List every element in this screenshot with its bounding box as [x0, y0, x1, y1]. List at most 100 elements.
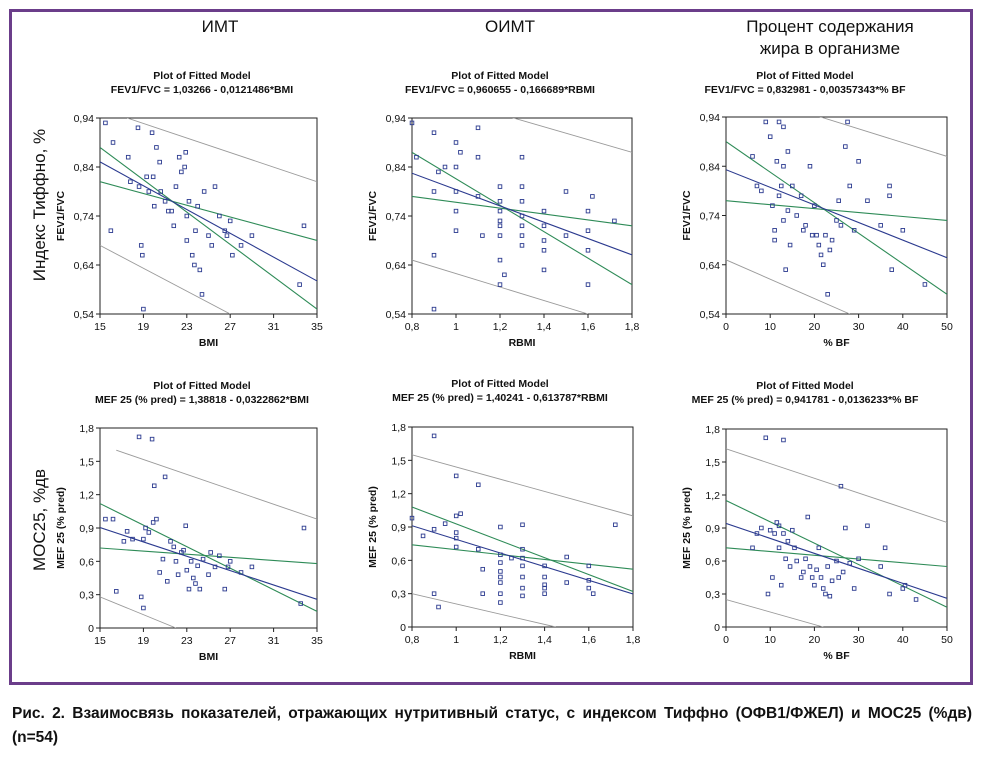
data-point: [442, 521, 448, 526]
data-point: [763, 435, 769, 441]
data-point: [189, 252, 195, 258]
data-point: [497, 282, 503, 287]
data-point: [541, 223, 547, 229]
data-point: [754, 531, 760, 536]
data-point: [453, 208, 459, 214]
data-point: [759, 525, 764, 531]
data-point: [453, 535, 459, 541]
data-point: [812, 582, 817, 588]
data-point: [778, 582, 784, 588]
y-tick-label: 0,84: [74, 162, 95, 174]
prediction-limit-lower: [100, 245, 231, 314]
data-point: [509, 555, 514, 561]
confidence-limit-lower: [100, 146, 317, 310]
data-point: [160, 556, 166, 562]
plot-area-frame: [99, 427, 318, 629]
data-point: [783, 267, 788, 272]
fitted-line: [100, 527, 317, 600]
x-tick-label: 23: [181, 635, 193, 647]
chart-title: Plot of Fitted Model: [153, 380, 251, 392]
chart-title: Plot of Fitted Model: [451, 70, 549, 82]
data-point: [436, 604, 441, 610]
data-point: [865, 523, 870, 529]
data-point: [809, 232, 815, 238]
data-point: [770, 203, 775, 208]
y-tick-label: 0,3: [705, 589, 720, 601]
scatter-plot: 0 10 20 30 40 50 0 0,3 0,6 0,9 1,2 1,5 1,8 % BF MEF 25…: [681, 424, 953, 662]
y-axis-label: MEF 25 (% pred): [681, 487, 693, 569]
y-tick-label: 0,6: [391, 555, 406, 567]
y-tick-label: 0: [714, 622, 720, 634]
chart-panel: Plot of Fitted Model MEF 25 (% pred) = 1,…: [340, 378, 660, 678]
data-point: [480, 566, 485, 572]
data-point: [498, 560, 503, 565]
data-point: [431, 526, 437, 532]
data-point: [453, 544, 459, 550]
scatter-plot: 0,8 1 1,2 1,4 1,6 1,8 0,54 0,64 0,74 0,84 0,94 RBMI…: [367, 113, 640, 349]
data-point: [585, 248, 591, 253]
data-point: [801, 569, 806, 575]
data-point: [169, 208, 174, 214]
confidence-limit-upper: [726, 547, 947, 568]
prediction-limit-lower: [726, 599, 824, 627]
data-point: [878, 564, 883, 569]
data-point: [520, 574, 525, 580]
data-point: [179, 169, 184, 175]
data-point: [519, 243, 525, 248]
data-point: [182, 164, 187, 170]
data-point: [542, 574, 547, 580]
y-tick-label: 0,64: [74, 260, 95, 272]
data-point: [136, 184, 142, 189]
data-point: [798, 193, 804, 199]
data-point: [829, 578, 835, 584]
data-point: [794, 558, 799, 564]
data-point: [480, 233, 485, 238]
data-point: [520, 593, 525, 599]
data-point: [823, 232, 828, 238]
scatter-plot: 15 19 23 27 31 35 0 0,3 0,6 0,9 1,2 1,5 1,8 BMI MEF 25…: [55, 423, 323, 663]
data-point: [195, 203, 200, 209]
data-point: [227, 559, 233, 564]
data-point: [847, 560, 853, 566]
data-point: [298, 601, 303, 606]
y-tick-label: 1,2: [79, 490, 94, 502]
data-point: [563, 233, 569, 238]
x-tick-label: 1,2: [493, 634, 508, 646]
confidence-limit-lower: [726, 141, 947, 295]
confidence-limit-upper: [412, 544, 633, 570]
chart-panel: Plot of Fitted Model MEF 25 (% pred) = 1,…: [42, 380, 362, 680]
data-point: [827, 593, 833, 599]
data-point: [121, 539, 127, 544]
x-tick-label: 50: [941, 321, 953, 333]
y-tick-label: 0,9: [391, 522, 406, 534]
data-point: [498, 569, 503, 574]
fitted-line: [100, 161, 317, 282]
x-tick-label: 31: [268, 321, 280, 333]
data-point: [453, 140, 459, 145]
data-point: [183, 523, 188, 529]
data-point: [776, 193, 782, 199]
data-point: [301, 525, 307, 531]
y-tick-label: 1,8: [79, 423, 94, 435]
data-point: [146, 530, 152, 535]
y-tick-label: 1,5: [705, 457, 720, 469]
data-point: [856, 556, 861, 562]
data-point: [865, 198, 870, 203]
x-tick-label: 1: [453, 321, 459, 333]
y-tick-label: 0,54: [74, 309, 95, 321]
data-point: [431, 189, 437, 194]
data-point: [171, 223, 177, 229]
data-point: [149, 436, 155, 442]
data-point: [765, 591, 771, 597]
data-point: [409, 515, 415, 521]
x-axis-label: % BF: [823, 337, 850, 349]
x-tick-label: 0,8: [405, 321, 420, 333]
data-point: [776, 523, 782, 529]
figure-caption: Рис. 2. Взаимосвязь показателей, отражаю…: [12, 705, 972, 746]
y-tick-label: 0: [88, 623, 94, 635]
x-tick-label: 1,8: [625, 321, 640, 333]
x-axis-label: RBMI: [509, 337, 536, 349]
data-point: [409, 120, 415, 126]
data-point: [475, 194, 481, 199]
data-point: [146, 189, 152, 194]
